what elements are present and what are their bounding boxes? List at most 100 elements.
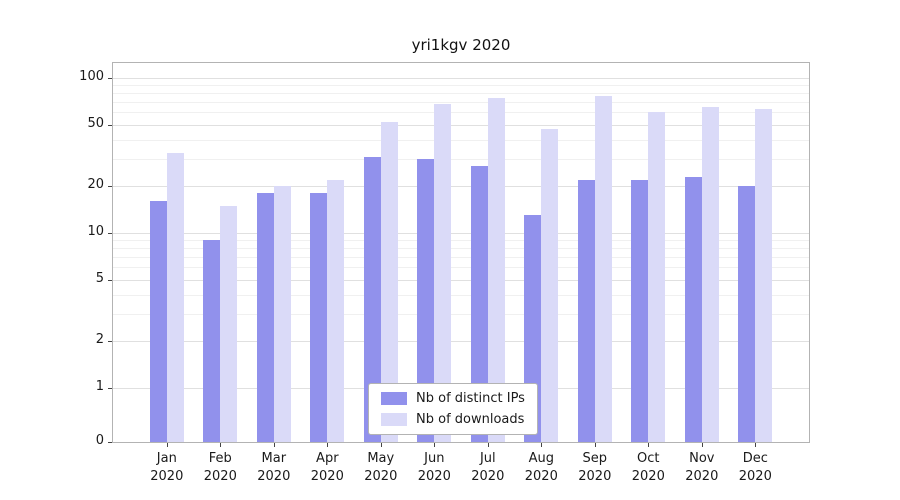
minor-gridline-6 — [113, 267, 809, 269]
y-tick-label-50: 50 — [87, 115, 104, 131]
x-tick-month-dec: Dec — [742, 451, 768, 466]
major-gridline-2 — [113, 341, 809, 343]
x-tick-mark-oct — [648, 443, 650, 447]
legend-item-distinct-ips: Nb of distinct IPs — [381, 391, 525, 406]
x-tick-label-aug: Aug 2020 — [511, 450, 571, 485]
x-tick-month-jul: Jul — [479, 451, 496, 466]
x-tick-year-aug: 2020 — [524, 468, 558, 484]
bar-distinct-ips-jan — [149, 201, 167, 442]
bar-distinct-ips-mar — [256, 193, 274, 442]
y-tick-mark-0 — [108, 442, 112, 443]
x-tick-label-sep: Sep 2020 — [565, 450, 625, 485]
x-tick-year-oct: 2020 — [631, 468, 665, 484]
y-tick-label-0: 0 — [95, 433, 104, 448]
bar-downloads-jun — [434, 104, 452, 442]
minor-gridline-70 — [113, 102, 809, 103]
legend-swatch-downloads — [381, 413, 407, 426]
x-tick-month-mar: Mar — [261, 451, 287, 466]
y-tick-mark-10 — [108, 233, 112, 234]
y-tick-label-100: 100 — [79, 69, 104, 84]
y-tick-mark-20 — [108, 186, 112, 188]
y-tick-mark-2 — [108, 341, 112, 343]
bar-distinct-ips-feb — [203, 240, 221, 442]
x-tick-label-jul: Jul 2020 — [458, 450, 518, 485]
minor-gridline-9 — [113, 240, 809, 242]
y-tick-mark-1 — [108, 388, 112, 389]
bar-downloads-jan — [166, 152, 184, 442]
x-tick-label-jan: Jan 2020 — [137, 450, 197, 485]
legend-label-distinct-ips: Nb of distinct IPs — [416, 391, 525, 406]
x-tick-month-jan: Jan — [156, 451, 177, 466]
major-gridline-50 — [113, 124, 809, 126]
bar-distinct-ips-dec — [738, 186, 756, 442]
minor-gridline-7 — [113, 257, 809, 258]
minor-gridline-30 — [113, 159, 809, 160]
y-tick-label-1: 1 — [95, 379, 104, 394]
minor-gridline-8 — [113, 248, 809, 249]
minor-gridline-60 — [113, 112, 809, 114]
x-tick-mark-aug — [541, 443, 543, 447]
x-tick-month-aug: Aug — [528, 451, 554, 466]
bar-downloads-nov — [701, 107, 719, 442]
minor-gridline-80 — [113, 93, 809, 94]
x-tick-year-jun: 2020 — [417, 468, 451, 484]
x-tick-label-may: May 2020 — [351, 450, 411, 485]
y-tick-mark-100 — [108, 78, 112, 79]
bar-distinct-ips-jul — [470, 166, 488, 442]
major-gridline-100 — [113, 78, 809, 79]
x-tick-label-jun: Jun 2020 — [404, 450, 464, 485]
bar-downloads-mar — [273, 186, 291, 442]
plot-area: Nb of distinct IPs Nb of downloads — [112, 62, 810, 443]
bar-downloads-feb — [220, 205, 238, 442]
y-tick-label-20: 20 — [87, 177, 104, 193]
x-tick-month-sep: Sep — [582, 451, 608, 466]
bar-distinct-ips-jun — [417, 159, 435, 442]
y-tick-label-2: 2 — [95, 332, 104, 348]
y-tick-mark-5 — [108, 279, 112, 281]
x-tick-month-apr: Apr — [316, 451, 339, 466]
legend-label-downloads: Nb of downloads — [416, 412, 525, 427]
bar-distinct-ips-may — [363, 156, 381, 442]
x-tick-mark-jul — [487, 443, 489, 447]
major-gridline-20 — [113, 186, 809, 188]
bar-downloads-apr — [327, 179, 345, 442]
bar-downloads-may — [380, 122, 398, 442]
legend: Nb of distinct IPs Nb of downloads — [368, 383, 538, 435]
x-tick-label-dec: Dec 2020 — [725, 450, 785, 485]
x-tick-mark-sep — [594, 443, 596, 447]
x-tick-year-feb: 2020 — [203, 468, 237, 484]
legend-swatch-distinct-ips — [381, 392, 407, 405]
x-tick-month-jun: Jun — [424, 451, 445, 466]
y-tick-label-5: 5 — [95, 270, 104, 286]
y-tick-label-10: 10 — [87, 224, 104, 239]
x-tick-mark-apr — [327, 443, 329, 447]
x-tick-month-may: May — [367, 451, 395, 466]
x-tick-year-jan: 2020 — [150, 468, 184, 484]
x-tick-year-mar: 2020 — [257, 468, 291, 484]
x-tick-month-oct: Oct — [637, 451, 660, 466]
x-tick-year-sep: 2020 — [578, 468, 612, 484]
x-tick-mark-dec — [755, 443, 757, 447]
bar-downloads-oct — [648, 112, 666, 442]
bar-distinct-ips-sep — [577, 179, 595, 442]
x-tick-year-nov: 2020 — [685, 468, 719, 484]
x-tick-mark-mar — [273, 443, 275, 447]
bar-downloads-sep — [594, 95, 612, 442]
x-tick-year-dec: 2020 — [738, 468, 772, 484]
legend-item-downloads: Nb of downloads — [381, 412, 525, 427]
x-tick-year-jul: 2020 — [471, 468, 505, 484]
x-tick-label-apr: Apr 2020 — [297, 450, 357, 485]
bar-downloads-dec — [755, 109, 773, 442]
x-tick-mark-nov — [701, 443, 703, 447]
bar-distinct-ips-apr — [310, 193, 328, 442]
x-tick-year-may: 2020 — [364, 468, 398, 484]
minor-gridline-3 — [113, 314, 809, 315]
x-tick-mark-jan — [166, 443, 168, 447]
x-tick-month-nov: Nov — [689, 451, 715, 466]
x-tick-mark-jun — [434, 443, 436, 447]
minor-gridline-4 — [113, 294, 809, 296]
x-tick-mark-feb — [220, 443, 222, 447]
chart-title: yri1kgv 2020 — [411, 36, 511, 54]
x-tick-label-feb: Feb 2020 — [190, 450, 250, 485]
